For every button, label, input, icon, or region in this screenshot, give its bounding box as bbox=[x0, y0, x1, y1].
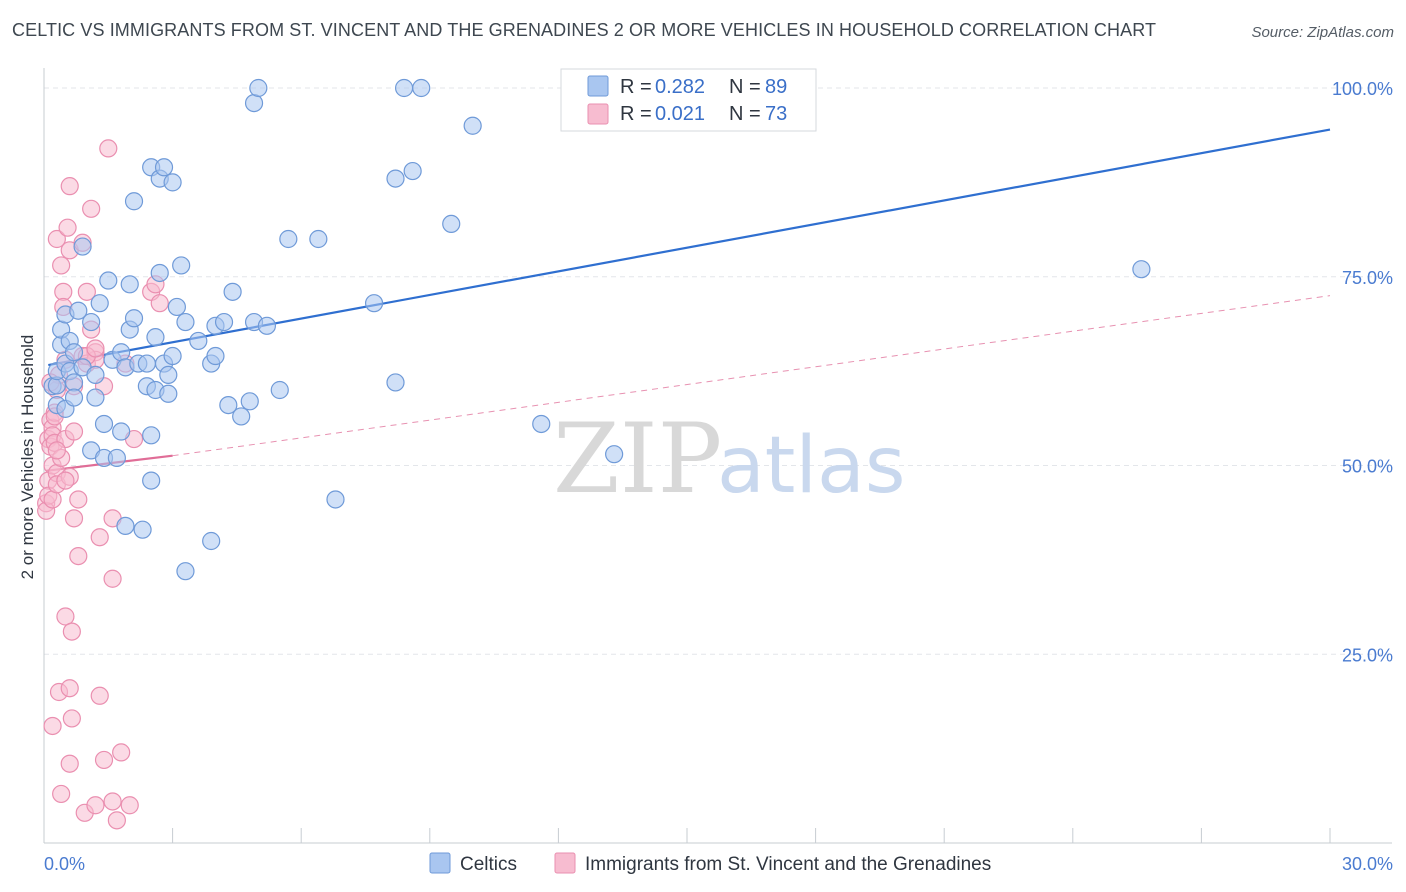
celtics-point-22 bbox=[94, 414, 114, 434]
celtics-point-44 bbox=[150, 263, 169, 283]
celtics-point-33 bbox=[124, 309, 144, 328]
celtics-point-27 bbox=[112, 343, 131, 362]
celtics-point-71 bbox=[279, 229, 298, 249]
celtics-point-14 bbox=[69, 301, 88, 320]
celtics-point-36 bbox=[133, 520, 152, 539]
legend-top: R = 0.282 N = 89 R = 0.021 N = 73 bbox=[560, 68, 817, 132]
y-tick-label-50: 50.0% bbox=[1342, 457, 1393, 477]
celtics-point-65 bbox=[240, 392, 259, 411]
celtics-point-64 bbox=[232, 407, 251, 426]
celtics-point-17 bbox=[82, 312, 101, 332]
celtics-point-34 bbox=[124, 192, 144, 211]
legend-bottom-swatch-svg bbox=[554, 852, 576, 874]
celtics-point-28 bbox=[112, 422, 131, 441]
legend-r-label-svg: R = bbox=[620, 103, 652, 125]
legend-swatch-svg bbox=[587, 103, 609, 125]
celtics-point-12 bbox=[64, 388, 84, 407]
x-axis-ticks bbox=[43, 828, 1331, 843]
legend-n-value-svg: 73 bbox=[765, 103, 787, 125]
celtics-point-55 bbox=[176, 562, 195, 581]
celtics-point-15 bbox=[73, 237, 92, 256]
legend-r-value-svg: 0.021 bbox=[655, 103, 705, 125]
celtics-point-70 bbox=[270, 380, 289, 400]
celtics-point-60 bbox=[206, 346, 225, 366]
legend-n-label-svg: N = bbox=[729, 103, 761, 125]
legend-bottom: Celtics Immigrants from St. Vincent and … bbox=[429, 852, 991, 875]
celtics-point-82 bbox=[532, 414, 551, 434]
legend-bottom-label-celtics: Celtics bbox=[460, 854, 517, 875]
chart-source: Source: ZipAtlas.com bbox=[1251, 24, 1394, 41]
celtics-point-24 bbox=[99, 271, 118, 290]
axes bbox=[43, 68, 1392, 844]
celtics-point-77 bbox=[394, 78, 414, 98]
celtics-point-53 bbox=[172, 256, 191, 275]
celtics-point-54 bbox=[176, 312, 195, 332]
legend-bottom-swatch-celtics bbox=[429, 852, 451, 874]
watermark-zip: ZIP bbox=[553, 403, 722, 515]
celtics-point-76 bbox=[386, 373, 405, 392]
celtics-point-37 bbox=[137, 354, 156, 373]
series-celtics-points bbox=[43, 78, 1151, 581]
celtics-point-61 bbox=[214, 312, 234, 332]
celtics-point-83 bbox=[605, 445, 624, 464]
celtics-point-69 bbox=[257, 316, 277, 335]
legend-bottom-label-svg: Immigrants from St. Vincent and the Gren… bbox=[585, 854, 991, 875]
celtics-point-30 bbox=[116, 516, 135, 536]
celtics-point-62 bbox=[219, 396, 238, 415]
trend-line-svg-extension bbox=[172, 295, 1331, 457]
legend-r-value-celtics: 0.282 bbox=[655, 76, 705, 98]
celtics-point-20 bbox=[86, 365, 105, 384]
legend-r-label-celtics: R = bbox=[620, 76, 652, 98]
celtics-point-63 bbox=[223, 282, 242, 301]
celtics-point-81 bbox=[463, 116, 482, 135]
celtics-point-66 bbox=[244, 93, 264, 113]
legend-n-value-celtics: 89 bbox=[765, 76, 787, 98]
celtics-point-21 bbox=[90, 294, 109, 313]
y-axis-label: 2 or more Vehicles in Household bbox=[18, 335, 37, 580]
watermark-atlas: atlas bbox=[717, 421, 906, 511]
chart-title: CELTIC VS IMMIGRANTS FROM ST. VINCENT AN… bbox=[12, 20, 1157, 40]
celtics-point-78 bbox=[403, 161, 422, 181]
celtics-point-73 bbox=[326, 490, 345, 509]
legend-swatch-celtics bbox=[587, 75, 609, 97]
legend-n-label-celtics: N = bbox=[729, 76, 761, 98]
celtics-point-72 bbox=[309, 229, 328, 249]
celtics-point-80 bbox=[442, 214, 461, 233]
x-tick-label-min: 0.0% bbox=[44, 854, 85, 874]
celtics-point-19 bbox=[86, 388, 105, 407]
celtics-point-13 bbox=[64, 343, 84, 362]
celtics-point-40 bbox=[142, 471, 161, 490]
celtics-point-47 bbox=[154, 158, 174, 177]
celtics-point-56 bbox=[189, 331, 208, 351]
watermark: ZIP atlas bbox=[553, 403, 906, 515]
celtics-point-11 bbox=[64, 373, 84, 392]
celtics-point-75 bbox=[386, 169, 405, 188]
celtics-point-49 bbox=[159, 365, 178, 384]
celtics-point-79 bbox=[412, 78, 431, 98]
celtics-point-31 bbox=[120, 275, 139, 294]
y-axis-tick-labels: 25.0% 50.0% 75.0% 100.0% bbox=[1332, 79, 1393, 665]
celtics-point-48 bbox=[159, 384, 178, 403]
celtics-point-39 bbox=[142, 426, 161, 445]
celtics-point-68 bbox=[249, 78, 268, 98]
y-tick-label-25: 25.0% bbox=[1342, 645, 1393, 665]
trend-line-celtics bbox=[48, 128, 1331, 367]
celtics-point-84 bbox=[1132, 260, 1151, 279]
celtics-point-50 bbox=[163, 346, 182, 366]
celtics-point-51 bbox=[163, 173, 182, 192]
celtics-point-42 bbox=[146, 328, 165, 347]
celtics-point-26 bbox=[107, 448, 126, 468]
y-tick-label-75: 75.0% bbox=[1342, 268, 1393, 288]
celtics-point-57 bbox=[202, 531, 221, 551]
y-tick-label-100: 100.0% bbox=[1332, 79, 1393, 99]
celtics-point-52 bbox=[167, 297, 186, 317]
celtics-point-74 bbox=[364, 294, 384, 313]
grid-lines bbox=[44, 87, 1392, 655]
x-tick-label-max: 30.0% bbox=[1342, 854, 1393, 874]
